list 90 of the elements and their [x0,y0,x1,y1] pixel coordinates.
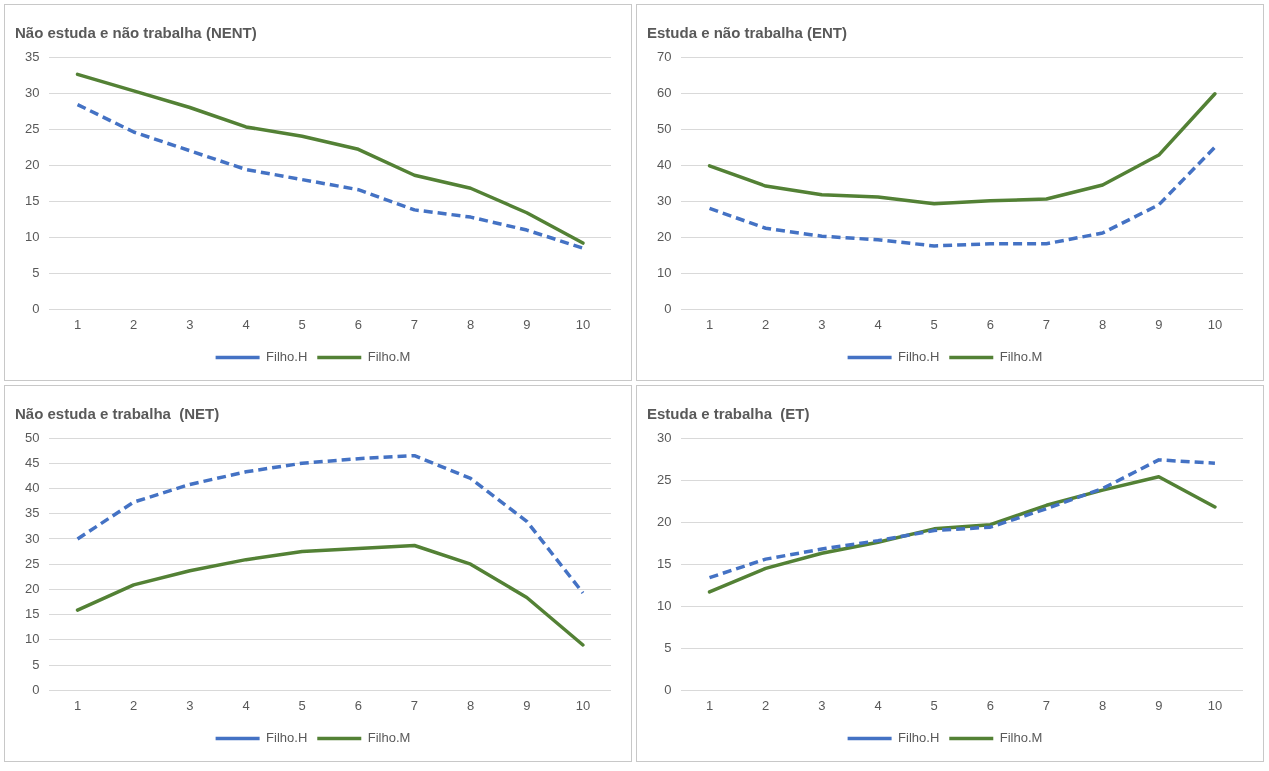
y-tick-label: 0 [32,681,40,697]
x-tick-label: 1 [705,316,714,332]
x-tick-label: 3 [818,316,826,332]
legend-label: Filho.H [898,730,940,746]
y-tick-label: 60 [656,84,672,100]
y-tick-label: 70 [656,48,672,64]
x-tick-label: 8 [467,697,475,713]
x-tick-label: 5 [298,697,306,713]
x-tick-label: 3 [818,697,826,713]
x-tick-label: 6 [986,316,994,332]
y-tick-label: 15 [656,555,672,571]
x-tick-label: 4 [242,316,250,332]
y-tick-label: 30 [24,530,40,546]
chart-title: Não estuda e não trabalha (NENT) [15,24,257,42]
x-tick-label: 6 [986,697,994,713]
x-tick-label: 8 [1099,697,1107,713]
chart-title: Estuda e trabalha (ET) [647,405,810,423]
y-tick-label: 0 [664,300,672,316]
x-tick-label: 4 [874,697,882,713]
x-tick-label: 7 [410,697,419,713]
y-tick-label: 20 [24,581,40,597]
y-tick-label: 0 [664,681,672,697]
x-tick-label: 9 [523,316,531,332]
line-series [707,145,1217,248]
x-tick-label: 8 [467,316,475,332]
line-series [707,458,1217,580]
y-tick-label: 20 [656,513,672,529]
line-series [75,453,585,595]
x-tick-label: 10 [575,316,591,332]
legend-label: Filho.M [999,349,1043,365]
x-tick-label: 6 [354,697,362,713]
x-tick-label: 8 [1099,316,1107,332]
x-tick-label: 10 [1207,697,1223,713]
x-tick-label: 9 [523,697,531,713]
chart-title: Não estuda e trabalha (NET) [15,405,220,423]
x-tick-label: 2 [762,697,770,713]
x-tick-label: 3 [186,697,194,713]
x-tick-label: 4 [242,697,250,713]
y-tick-label: 5 [32,264,40,280]
legend-label: Filho.M [367,730,411,746]
y-tick-label: 20 [656,228,672,244]
x-tick-label: 9 [1155,697,1163,713]
line-series [75,102,585,250]
x-tick-label: 4 [874,316,882,332]
y-tick-label: 5 [32,656,40,672]
chart-title: Estuda e não trabalha (ENT) [647,24,848,42]
y-tick-label: 30 [24,84,40,100]
y-tick-label: 5 [664,639,672,655]
y-tick-label: 50 [24,429,40,445]
y-tick-label: 0 [32,300,40,316]
y-tick-label: 25 [24,555,40,571]
y-tick-label: 20 [24,156,40,172]
y-tick-label: 35 [24,48,40,64]
y-tick-label: 10 [656,597,672,613]
y-tick-label: 45 [24,454,40,470]
y-tick-label: 50 [656,120,672,136]
y-tick-label: 40 [656,156,672,172]
x-tick-label: 1 [73,316,82,332]
legend-label: Filho.M [367,349,411,365]
y-tick-label: 10 [24,228,40,244]
x-tick-label: 2 [762,316,770,332]
y-tick-label: 35 [24,505,40,521]
x-tick-label: 7 [1042,697,1051,713]
x-tick-label: 3 [186,316,194,332]
y-tick-label: 25 [656,471,672,487]
x-tick-label: 7 [410,316,419,332]
y-tick-label: 30 [656,192,672,208]
y-tick-label: 30 [656,429,672,445]
y-tick-label: 25 [24,120,40,136]
y-tick-label: 40 [24,480,40,496]
x-tick-label: 5 [930,316,938,332]
x-tick-label: 6 [354,316,362,332]
x-tick-label: 5 [298,316,306,332]
legend-label: Filho.H [266,349,308,365]
y-tick-label: 15 [24,192,40,208]
x-tick-label: 2 [130,316,138,332]
y-tick-label: 10 [656,264,672,280]
x-tick-label: 5 [930,697,938,713]
x-tick-label: 1 [73,697,82,713]
x-tick-label: 10 [575,697,591,713]
x-tick-label: 10 [1207,316,1223,332]
x-tick-label: 7 [1042,316,1051,332]
legend-label: Filho.H [266,730,308,746]
legend-label: Filho.H [898,349,940,365]
y-tick-label: 10 [24,631,40,647]
x-tick-label: 2 [130,697,138,713]
x-tick-label: 9 [1155,316,1163,332]
x-tick-label: 1 [705,697,714,713]
legend-label: Filho.M [999,730,1043,746]
y-tick-label: 15 [24,606,40,622]
